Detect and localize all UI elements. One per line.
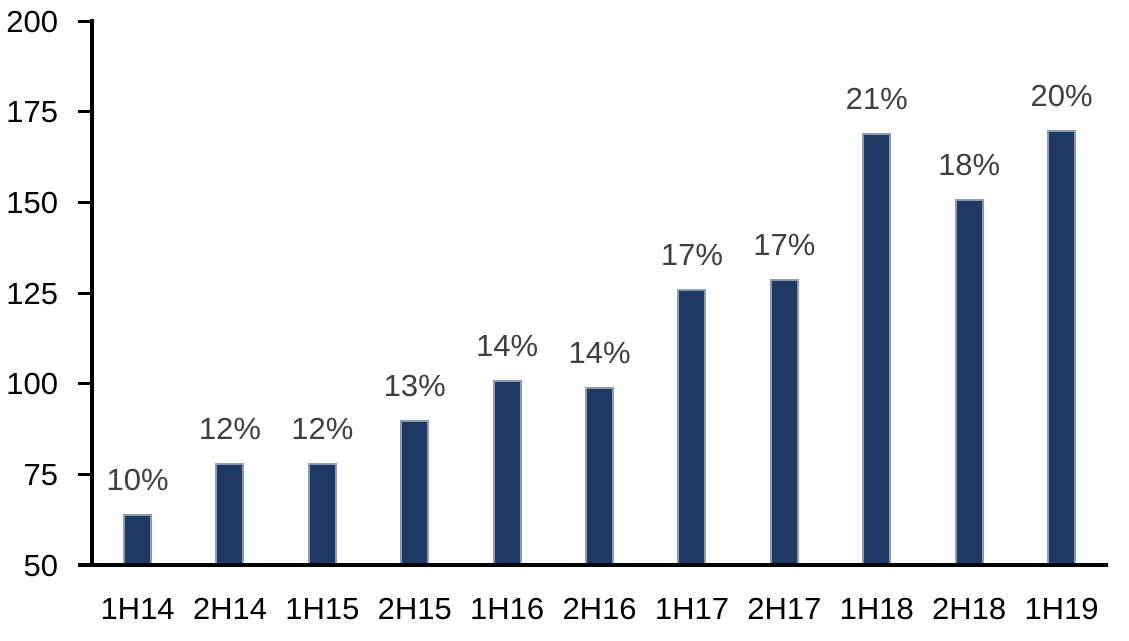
bar-1H18 [862,133,892,565]
y-tick-label-50: 50 [23,547,58,583]
y-tick-mark-150 [78,200,91,204]
x-tick-label-2H14: 2H14 [192,591,267,626]
data-label-1H15: 12% [291,411,354,447]
y-tick-mark-200 [78,19,91,23]
x-tick-label-2H16: 2H16 [562,591,637,626]
data-label-1H14: 10% [106,462,169,498]
bar-1H15 [307,463,337,565]
y-tick-mark-100 [78,382,91,386]
x-tick-label-1H17: 1H17 [654,591,729,626]
x-tick-label-1H16: 1H16 [470,591,545,626]
bar-2H17 [769,278,799,565]
data-label-2H17: 17% [753,226,816,262]
bar-1H17 [677,289,707,565]
bar-2H14 [215,463,245,565]
bar-2H16 [585,387,614,565]
x-tick-label-2H15: 2H15 [377,591,452,626]
data-label-1H19: 20% [1030,77,1093,113]
x-tick-label-1H15: 1H15 [285,591,360,626]
y-tick-mark-125 [78,291,91,295]
data-label-2H15: 13% [383,367,446,403]
y-tick-mark-175 [78,110,91,114]
x-tick-label-1H19: 1H19 [1024,591,1099,626]
data-label-1H18: 21% [845,81,908,117]
data-label-2H16: 14% [568,335,631,371]
x-tick-label-1H14: 1H14 [100,591,175,626]
y-axis-line [89,19,94,567]
data-label-2H18: 18% [938,146,1001,182]
data-label-2H14: 12% [198,411,261,447]
y-tick-label-125: 125 [6,275,58,311]
bar-2H18 [954,198,984,565]
data-label-1H16: 14% [476,328,539,364]
y-tick-label-175: 175 [6,94,58,130]
bar-1H14 [123,514,152,565]
y-tick-mark-75 [78,472,91,476]
x-tick-label-2H17: 2H17 [747,591,822,626]
y-tick-label-75: 75 [23,456,58,492]
bar-1H19 [1047,129,1076,565]
data-label-1H17: 17% [660,237,723,273]
y-tick-label-100: 100 [6,366,58,402]
bar-2H15 [400,419,430,565]
x-axis-line [78,563,1108,567]
y-tick-label-200: 200 [6,3,58,39]
x-tick-label-1H18: 1H18 [839,591,914,626]
y-tick-label-150: 150 [6,184,58,220]
x-tick-label-2H18: 2H18 [932,591,1007,626]
bar-1H16 [492,380,522,565]
